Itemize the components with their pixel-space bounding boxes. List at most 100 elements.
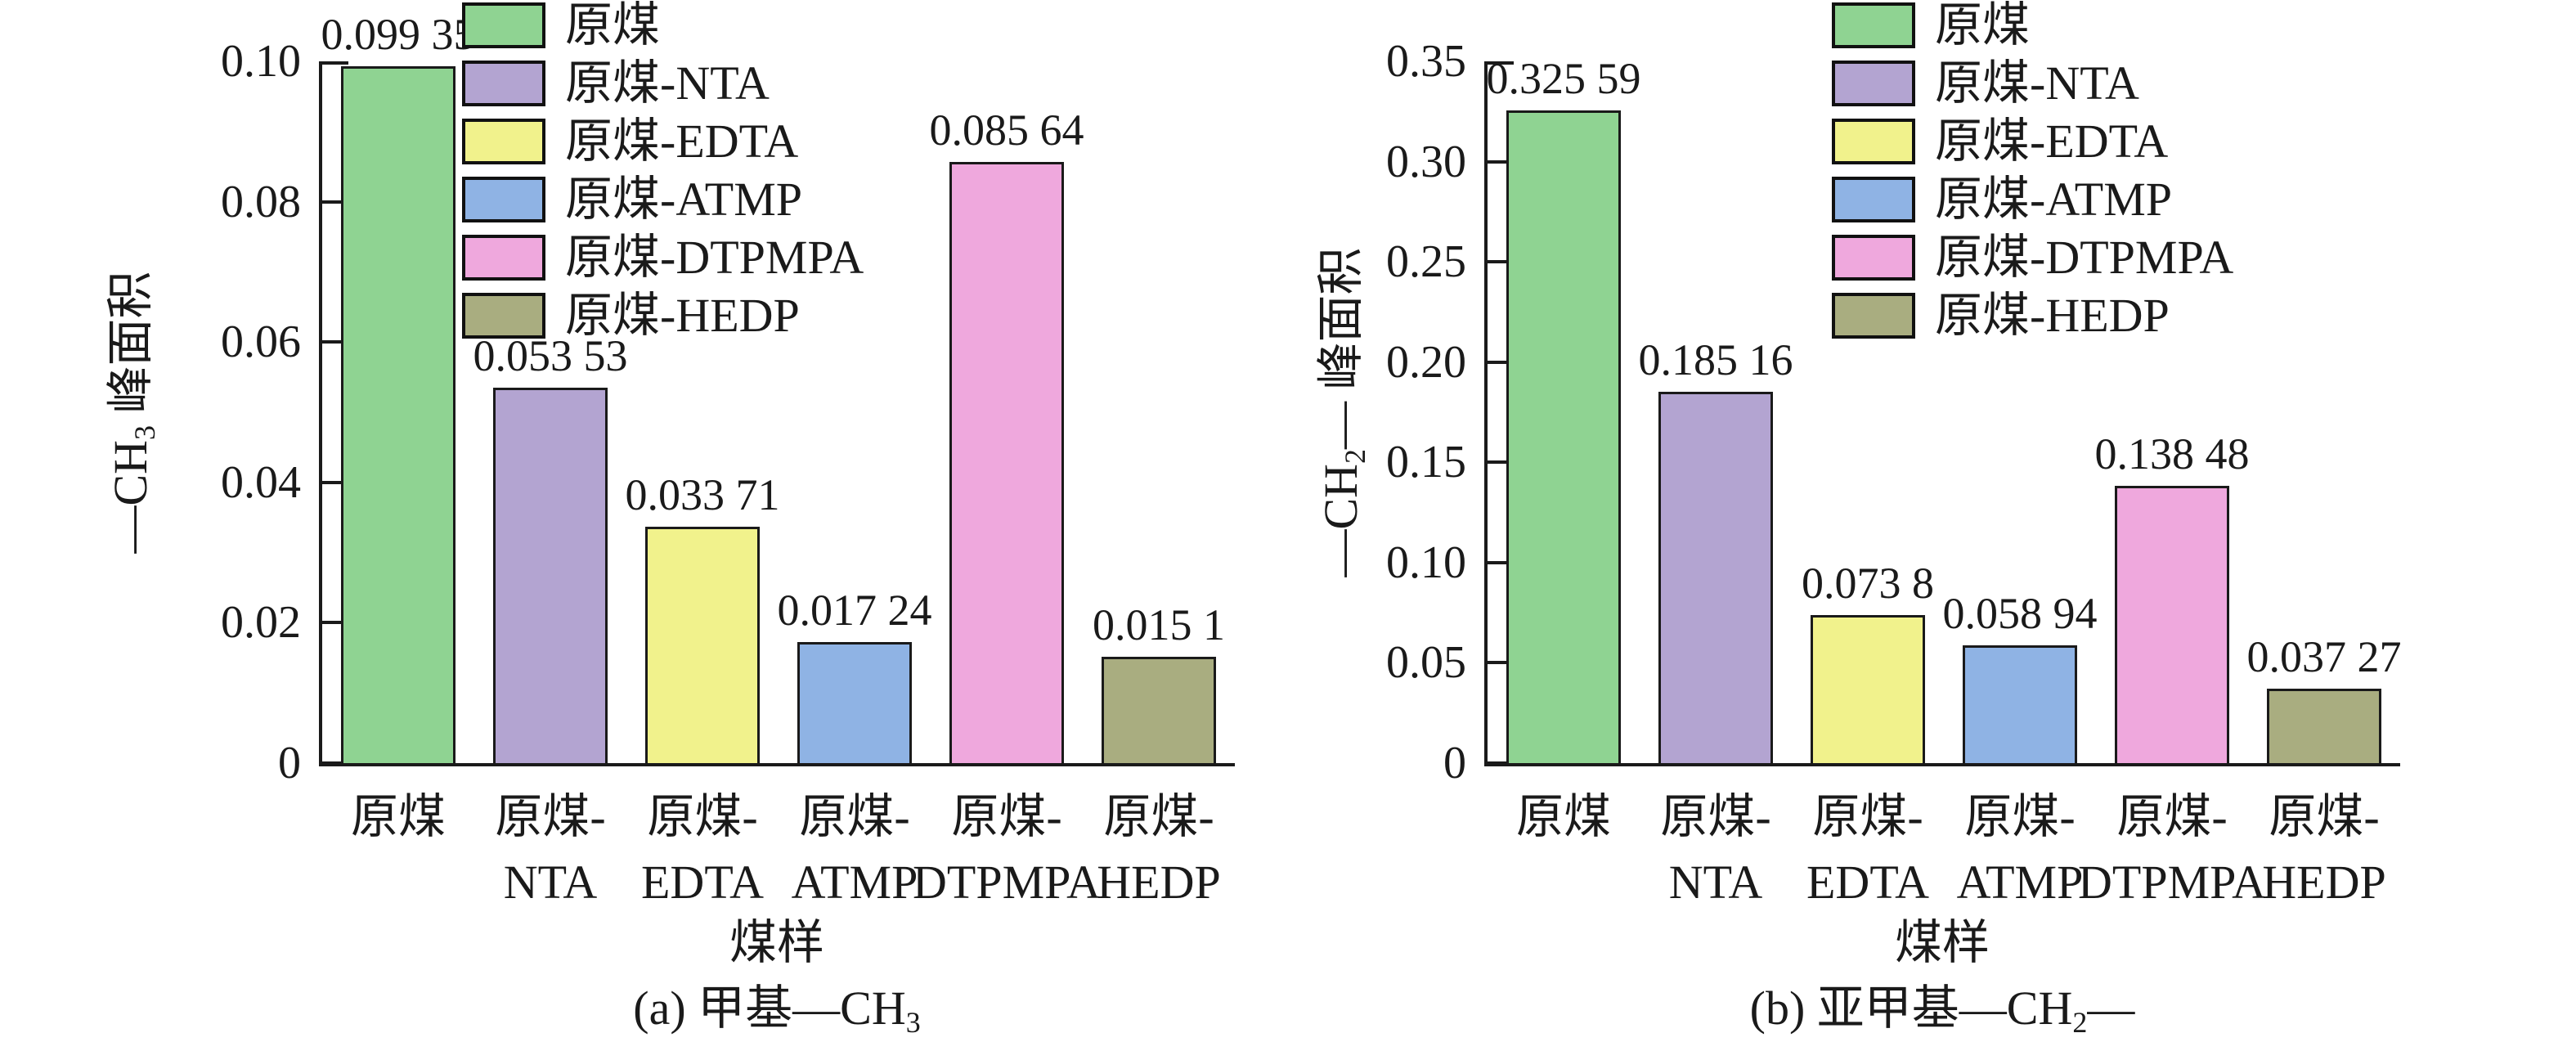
legend-label-a-5: 原煤-HEDP (565, 289, 800, 342)
x-tick-label-line1: 原煤- (1660, 790, 1771, 843)
y-tick-b-5 (1488, 260, 1514, 264)
x-tick-label-line1: 原煤- (2116, 790, 2228, 843)
bar-a-5 (1102, 657, 1216, 763)
legend-swatch-a-5 (462, 293, 545, 339)
x-axis-title-a: 煤样 (729, 916, 824, 969)
x-tick-label-b-1: 原煤- NTA (1528, 784, 1904, 915)
y-tick-a-1 (322, 621, 348, 625)
bar-value-label-a-2: 0.033 71 (625, 469, 780, 519)
bar-value-label-b-3: 0.058 94 (1942, 588, 2098, 638)
legend-label-b-1: 原煤-NTA (1935, 56, 2139, 110)
y-tick-label-a-2: 0.04 (221, 456, 301, 508)
legend-label-b-4: 原煤-DTPMPA (1935, 231, 2234, 284)
legend-swatch-a-1 (462, 61, 545, 106)
legend-swatch-b-0 (1832, 2, 1915, 48)
legend-item-a-1: 原煤-NTA (462, 60, 864, 107)
x-tick-label-line2: EDTA (1806, 856, 1929, 909)
caption-b-sub: 2 (2072, 1006, 2088, 1040)
bar-value-label-b-2: 0.073 8 (1802, 559, 1934, 609)
x-tick-label-line2: DTPMPA (2078, 856, 2266, 909)
legend-swatch-b-4 (1832, 235, 1915, 281)
legend-label-a-1: 原煤-NTA (565, 56, 770, 110)
plot-area-a: 0.099 35 0.053 53 0.033 71 0.017 24 0.085 64… (319, 10, 1235, 766)
x-tick-label-line2: NTA (503, 856, 598, 909)
legend-label-a-4: 原煤-DTPMPA (565, 231, 864, 284)
y-tick-a-4 (322, 200, 348, 204)
legend-swatch-b-5 (1832, 293, 1915, 339)
y-tick-label-b-3: 0.15 (1386, 437, 1466, 488)
y-tick-label-a-0: 0 (278, 738, 301, 788)
y-tick-b-4 (1488, 360, 1514, 364)
legend-a: 原煤 原煤-NTA 原煤-EDTA 原煤-ATMP 原煤-DTPMPA 原煤-HEDP (462, 2, 864, 339)
bar-b-0 (1506, 110, 1621, 763)
legend-swatch-a-3 (462, 177, 545, 222)
x-tick-label-a-5: 原煤- HEDP (971, 784, 1347, 915)
legend-label-b-3: 原煤-ATMP (1935, 173, 2173, 226)
x-tick-label-line2: NTA (1668, 856, 1763, 909)
y-tick-b-2 (1488, 560, 1514, 564)
y-tick-label-b-6: 0.30 (1386, 136, 1466, 187)
x-tick-label-b-0: 原煤 (1376, 784, 1752, 850)
x-tick-label-line1: 原煤 (350, 790, 446, 843)
bar-a-2 (645, 526, 760, 763)
x-tick-label-line1: 原煤- (951, 790, 1062, 843)
x-tick-label-a-2: 原煤- EDTA (514, 784, 891, 915)
x-tick-label-b-3: 原煤- ATMP (1832, 784, 2208, 915)
bar-value-label-a-5: 0.015 1 (1093, 600, 1225, 650)
caption-a-pre: (a) 甲基—CH (633, 981, 906, 1035)
caption-a: (a) 甲基—CH3 (368, 980, 1186, 1051)
legend-swatch-a-4 (462, 235, 545, 281)
chart-panel-a: —CH3 峰面积 0.099 35 0.053 53 0.033 71 0.017 2… (0, 0, 1288, 1044)
x-tick-label-line2: EDTA (641, 856, 764, 909)
x-tick-label-line2: HEDP (1097, 856, 1221, 909)
bar-a-4 (949, 162, 1064, 763)
bar-b-2 (1811, 615, 1925, 763)
x-tick-label-line2: ATMP (791, 856, 918, 909)
y-tick-label-a-3: 0.06 (221, 317, 301, 368)
x-tick-label-a-1: 原煤- NTA (362, 784, 738, 915)
legend-swatch-b-1 (1832, 61, 1915, 106)
legend-item-a-0: 原煤 (462, 2, 864, 49)
bar-value-label-b-0: 0.325 59 (1486, 53, 1641, 103)
y-tick-label-b-2: 0.10 (1386, 537, 1466, 588)
y-tick-a-5 (322, 61, 348, 65)
legend-item-a-5: 原煤-HEDP (462, 292, 864, 339)
x-tick-label-b-5: 原煤- HEDP (2136, 784, 2512, 915)
x-tick-label-line2: DTPMPA (913, 856, 1101, 909)
x-tick-label-line1: 原煤- (1964, 790, 2076, 843)
x-tick-label-line1: 原煤- (799, 790, 910, 843)
legend-item-a-4: 原煤-DTPMPA (462, 234, 864, 281)
bar-value-label-b-1: 0.185 16 (1638, 335, 1793, 385)
bar-b-3 (1963, 645, 2077, 763)
caption-b: (b) 亚甲基—CH2— (1533, 980, 2351, 1051)
legend-item-b-5: 原煤-HEDP (1832, 292, 2233, 339)
x-tick-label-b-4: 原煤- DTPMPA (1984, 784, 2360, 915)
y-tick-b-3 (1488, 460, 1514, 465)
x-tick-label-line1: 原煤 (1515, 790, 1611, 843)
y-tick-label-a-4: 0.08 (221, 176, 301, 227)
legend-swatch-a-2 (462, 119, 545, 164)
x-tick-label-line1: 原煤- (1103, 790, 1214, 843)
legend-item-a-3: 原煤-ATMP (462, 176, 864, 223)
legend-item-b-4: 原煤-DTPMPA (1832, 234, 2233, 281)
legend-label-a-2: 原煤-EDTA (565, 115, 799, 168)
bar-a-0 (341, 65, 456, 763)
legend-item-b-2: 原煤-EDTA (1832, 118, 2233, 165)
legend-swatch-b-3 (1832, 177, 1915, 222)
x-tick-label-line1: 原煤- (2269, 790, 2380, 843)
bar-value-label-a-4: 0.085 64 (929, 106, 1084, 155)
y-axis-title-a: —CH3 峰面积 (101, 44, 161, 780)
legend-item-b-0: 原煤 (1832, 2, 2233, 49)
caption-b-pre: (b) 亚甲基—CH (1749, 981, 2073, 1035)
bar-value-label-b-5: 0.037 27 (2246, 631, 2402, 681)
x-tick-label-line2: ATMP (1956, 856, 2084, 909)
y-tick-b-6 (1488, 159, 1514, 164)
y-tick-label-b-7: 0.35 (1386, 36, 1466, 87)
bar-value-label-b-4: 0.138 48 (2094, 429, 2250, 478)
y-tick-label-b-5: 0.25 (1386, 236, 1466, 288)
legend-swatch-b-2 (1832, 119, 1915, 164)
x-tick-label-line1: 原煤- (1812, 790, 1923, 843)
plot-area-b: 0.325 59 0.185 16 0.073 8 0.058 94 0.138 48 0… (1484, 54, 2402, 766)
bar-b-4 (2115, 485, 2229, 763)
